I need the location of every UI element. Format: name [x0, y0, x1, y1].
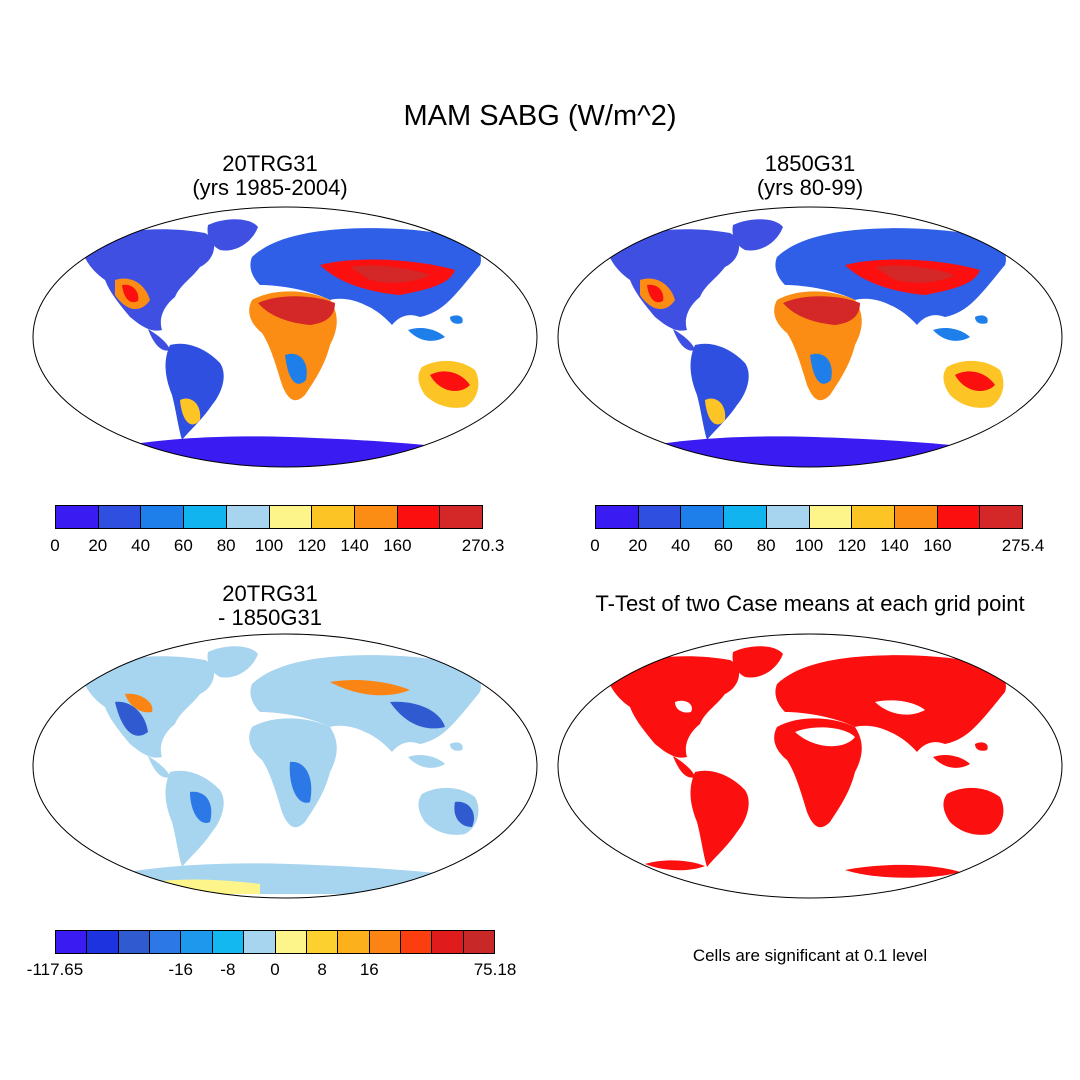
- colorbar-swatch: [463, 931, 495, 953]
- colorbar-bottom-left-labels: -117.65 -16 -8 0 8 16 75.18: [27, 960, 516, 980]
- figure-title: MAM SABG (W/m^2): [403, 100, 677, 132]
- colorbar-swatch: [56, 506, 99, 528]
- colorbar-tick-label: 60: [713, 536, 733, 555]
- colorbar-tick-label: 60: [173, 536, 193, 555]
- colorbar-top-left: [55, 505, 483, 529]
- colorbar-tick-label: 80: [756, 536, 776, 555]
- panel-title-bottom-left-line1: 20TRG31: [222, 581, 318, 606]
- colorbar-swatch: [306, 931, 339, 953]
- colorbar-swatch: [596, 506, 639, 528]
- colorbar-swatch: [369, 931, 401, 953]
- colorbar-tick-label: 8: [317, 960, 327, 979]
- colorbar-tick-label: 16: [359, 960, 379, 979]
- panel-title-top-right: 1850G31 (yrs 80-99): [620, 152, 1000, 200]
- colorbar-top-right-labels: 0 20 40 60 80 100 120 140 160 275.4: [590, 536, 1044, 556]
- colorbar-swatch: [338, 931, 370, 953]
- colorbar-swatch: [440, 506, 483, 528]
- panel-title-bottom-left-line2: - 1850G31: [218, 605, 322, 630]
- colorbar-swatch: [181, 931, 213, 953]
- colorbar-tick-label: 0: [270, 960, 280, 979]
- colorbar-swatch: [724, 506, 767, 528]
- colorbar-tick-label: 270.3: [461, 536, 505, 555]
- colorbar-bottom-left: [55, 930, 495, 954]
- map-bottom-left: [30, 632, 540, 902]
- map-top-left: [30, 205, 540, 470]
- colorbar-swatch: [226, 506, 270, 528]
- colorbar-swatch: [87, 931, 119, 953]
- colorbar-swatch: [852, 506, 895, 528]
- panel-title-top-right-line1: 1850G31: [764, 151, 856, 176]
- colorbar-tick-label: 80: [216, 536, 236, 555]
- colorbar-swatch: [809, 506, 853, 528]
- colorbar-swatch: [397, 506, 441, 528]
- colorbar-swatch: [312, 506, 355, 528]
- panel-title-bottom-left: 20TRG31 - 1850G31: [80, 582, 460, 630]
- colorbar-swatch: [432, 931, 464, 953]
- colorbar-tick-label: 120: [837, 536, 866, 555]
- colorbar-top-left-labels: 0 20 40 60 80 100 120 140 160 270.3: [50, 536, 504, 556]
- colorbar-swatch: [141, 506, 185, 528]
- significance-note: Cells are significant at 0.1 level: [692, 946, 928, 965]
- map-top-right: [555, 205, 1065, 470]
- colorbar-swatch: [184, 506, 227, 528]
- colorbar-tick-label: 140: [340, 536, 369, 555]
- colorbar-tick-label: -117.65: [26, 960, 84, 979]
- colorbar-swatch: [118, 931, 151, 953]
- colorbar-swatch: [354, 506, 398, 528]
- colorbar-tick-label: -16: [168, 960, 193, 979]
- colorbar-swatch: [937, 506, 981, 528]
- panel-title-top-left-line2: (yrs 1985-2004): [192, 175, 348, 200]
- colorbar-tick-label: 160: [923, 536, 952, 555]
- colorbar-tick-label: 160: [383, 536, 412, 555]
- panel-title-top-left: 20TRG31 (yrs 1985-2004): [80, 152, 460, 200]
- colorbar-tick-label: 275.4: [1001, 536, 1045, 555]
- colorbar-swatch: [269, 506, 313, 528]
- panel-title-bottom-right-line1: T-Test of two Case means at each grid po…: [595, 591, 1025, 616]
- colorbar-swatch: [980, 506, 1023, 528]
- colorbar-top-right: [595, 505, 1023, 529]
- colorbar-tick-label: 120: [297, 536, 326, 555]
- panel-title-top-left-line1: 20TRG31: [222, 151, 318, 176]
- colorbar-tick-label: 20: [628, 536, 648, 555]
- panel-title-bottom-right: T-Test of two Case means at each grid po…: [550, 592, 1070, 616]
- colorbar-swatch: [98, 506, 142, 528]
- colorbar-tick-label: 40: [671, 536, 691, 555]
- panel-title-top-right-line2: (yrs 80-99): [756, 175, 864, 200]
- colorbar-swatch: [894, 506, 938, 528]
- colorbar-tick-label: 100: [794, 536, 824, 555]
- colorbar-tick-label: 0: [590, 536, 600, 555]
- map-bottom-right: [555, 632, 1065, 902]
- colorbar-swatch: [244, 931, 276, 953]
- colorbar-swatch: [212, 931, 245, 953]
- colorbar-swatch: [56, 931, 88, 953]
- colorbar-tick-label: -8: [220, 960, 236, 979]
- colorbar-swatch: [766, 506, 810, 528]
- colorbar-swatch: [400, 931, 433, 953]
- colorbar-swatch: [150, 931, 182, 953]
- colorbar-swatch: [638, 506, 682, 528]
- colorbar-tick-label: 75.18: [473, 960, 517, 979]
- colorbar-tick-label: 20: [88, 536, 108, 555]
- colorbar-tick-label: 40: [131, 536, 151, 555]
- colorbar-swatch: [275, 931, 307, 953]
- colorbar-tick-label: 100: [254, 536, 284, 555]
- colorbar-swatch: [681, 506, 725, 528]
- colorbar-tick-label: 140: [880, 536, 909, 555]
- colorbar-tick-label: 0: [50, 536, 60, 555]
